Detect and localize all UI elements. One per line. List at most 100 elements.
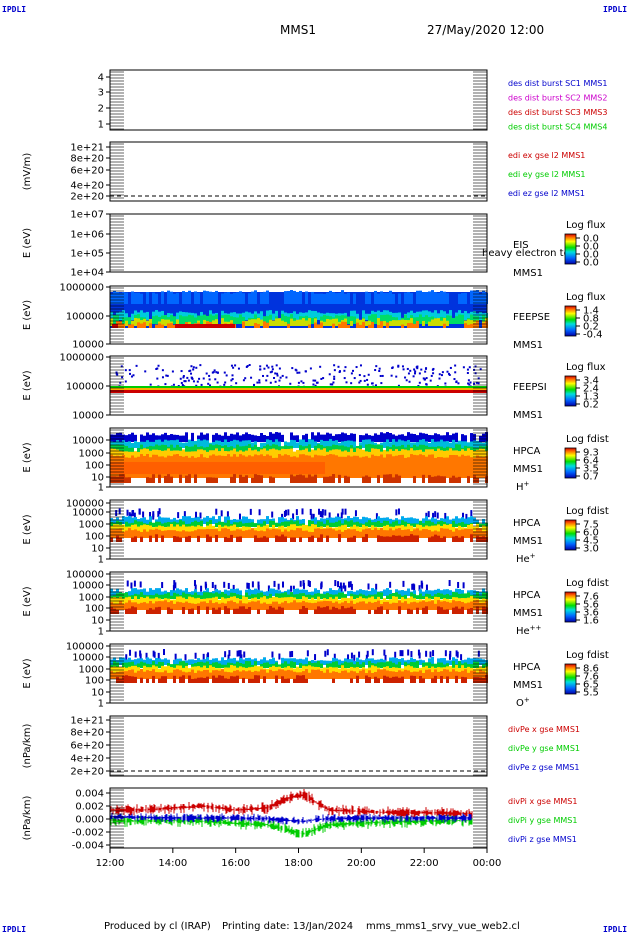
spectrogram-cell — [212, 607, 215, 614]
spectrogram-cell — [167, 672, 170, 679]
spectrogram-cell — [158, 450, 161, 458]
spectrogram-cell — [473, 670, 476, 679]
spectrogram-cell — [386, 322, 389, 328]
spectrogram-cell — [392, 526, 395, 532]
spectrogram-cell — [386, 474, 389, 483]
spectrogram-cell — [185, 324, 187, 328]
spectrogram-cell — [233, 602, 236, 610]
spectrogram-cell — [158, 474, 161, 483]
spectrogram-cell — [389, 594, 392, 599]
spectrogram-cell — [449, 590, 452, 596]
spectrogram-cell — [206, 451, 209, 458]
spectrogram-cell — [482, 322, 485, 328]
spectrogram-cell — [200, 432, 203, 442]
spectrogram-cell — [374, 589, 377, 596]
spectrogram-cell — [461, 441, 464, 448]
spectrogram-cell — [258, 509, 261, 516]
spectrogram-cell — [337, 513, 340, 520]
spectrogram-cell — [365, 456, 368, 478]
spectrogram-cell — [467, 664, 470, 668]
spectrogram-cell — [326, 446, 329, 452]
spectrogram-cell — [293, 320, 296, 326]
spectrogram-cell — [476, 455, 479, 478]
spectrogram-cell — [248, 526, 251, 532]
spectrogram-cell — [149, 535, 152, 542]
spectrogram-cell — [242, 667, 245, 673]
spectrogram-cell — [461, 522, 464, 527]
spectrogram-cell — [164, 444, 167, 452]
spectrogram-cell — [416, 446, 419, 452]
spectrogram-cell — [407, 312, 410, 320]
spectrogram-cell — [227, 608, 230, 614]
spectrogram-cell — [431, 476, 434, 483]
spectrogram-cell — [266, 524, 269, 532]
spectrogram-cell — [278, 597, 281, 604]
spectrogram-cell — [161, 582, 164, 589]
spectrogram-cell — [414, 370, 417, 373]
spectrogram-cell — [320, 316, 323, 324]
spectrogram-cell — [152, 598, 155, 604]
spectrogram-cell — [227, 537, 230, 542]
spectrogram-cell — [293, 668, 296, 673]
spectrogram-cell — [437, 667, 440, 673]
spectrogram-cell — [203, 450, 206, 458]
spectrogram-cell — [116, 432, 119, 442]
spectrogram-cell — [465, 513, 468, 520]
spectrogram-cell — [137, 589, 140, 596]
spectrogram-cell — [191, 659, 194, 665]
spectrogram-cell — [164, 530, 167, 538]
spectrogram-cell — [440, 476, 443, 483]
spectrogram-cell — [260, 537, 263, 542]
spectrogram-cell — [341, 660, 344, 665]
spectrogram-cell — [260, 530, 263, 538]
spectrogram-cell — [122, 662, 125, 668]
spectrogram-cell — [449, 524, 452, 532]
spectrogram-cell — [455, 477, 458, 483]
spectrogram-cell — [437, 592, 440, 599]
spectrogram-cell — [140, 677, 143, 683]
spectrogram-cell — [197, 670, 200, 679]
spectrogram-cell — [245, 311, 248, 320]
spectrogram-cell — [217, 324, 219, 328]
spectrogram-cell — [119, 528, 122, 538]
spectrogram-cell — [218, 451, 221, 458]
spectrogram-cell — [254, 665, 257, 673]
spectrogram-cell — [212, 529, 215, 538]
spectrogram-cell — [191, 594, 194, 599]
spectrogram-cell — [395, 449, 398, 458]
tick-label: 1000 — [79, 449, 104, 460]
spectrogram-cell — [227, 582, 230, 589]
spectrogram-cell — [194, 474, 197, 483]
spectrogram-cell — [371, 519, 374, 524]
spectrogram-cell — [211, 582, 214, 589]
spectrogram-cell — [314, 517, 317, 524]
spectrogram-cell — [272, 588, 275, 596]
spectrogram-cell — [166, 374, 169, 377]
spectrogram-cell — [140, 434, 143, 442]
spectrogram-cell — [449, 599, 452, 604]
spectrogram-cell — [197, 439, 200, 448]
spectrogram-cell — [398, 523, 401, 527]
spectrogram-cell — [172, 383, 175, 386]
spectrogram-cell — [344, 661, 347, 668]
spectrogram-cell — [434, 669, 437, 679]
y-axis-label: E (eV) — [22, 300, 33, 330]
spectrogram-cell — [305, 433, 308, 442]
spectrogram-cell — [391, 367, 394, 370]
spectrogram-cell — [443, 291, 446, 304]
spectrogram-cell — [274, 372, 277, 375]
spectrogram-cell — [167, 663, 170, 668]
spectrogram-cell — [427, 511, 430, 518]
spectrogram-cell — [320, 444, 323, 452]
spectrogram-cell — [173, 669, 176, 679]
spectrogram-cell — [302, 519, 305, 524]
spectrogram-cell — [461, 590, 464, 596]
spectrogram-cell — [443, 536, 446, 542]
spectrogram-cell — [124, 369, 127, 372]
spectrogram-cell — [479, 456, 482, 478]
spectrogram-cell — [314, 322, 317, 328]
spectrogram-cell — [125, 292, 128, 304]
spectrogram-cell — [113, 666, 116, 673]
spectrogram-cell — [209, 324, 211, 328]
spectrogram-cell — [389, 528, 392, 538]
